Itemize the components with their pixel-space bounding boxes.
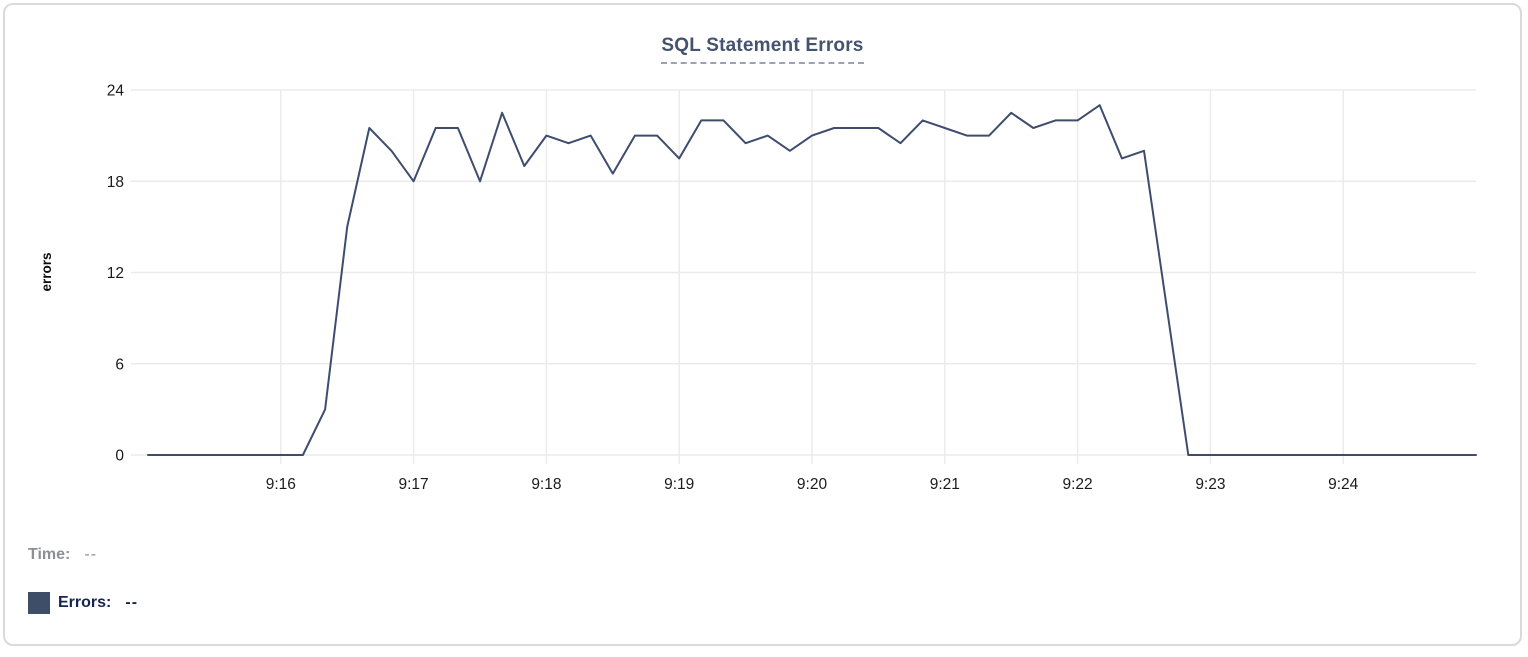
x-tick-label: 9:22 xyxy=(1063,476,1093,493)
errors-value: -- xyxy=(125,594,139,611)
y-axis-tick-labels: 0 6 12 18 24 xyxy=(107,83,125,465)
y-axis-title: errors xyxy=(39,252,54,291)
series-polyline xyxy=(147,104,1477,456)
x-tick-label: 9:23 xyxy=(1195,476,1225,493)
time-label: Time: xyxy=(28,546,71,563)
title-area: SQL Statement Errors xyxy=(5,35,1520,64)
x-tick-label: 9:19 xyxy=(664,476,694,493)
errors-series-line xyxy=(147,104,1477,456)
x-tick-label: 9:17 xyxy=(399,476,429,493)
chart-legend: Time: -- Errors: -- xyxy=(28,543,138,615)
y-tick-label: 6 xyxy=(115,356,124,373)
gridlines xyxy=(131,89,1476,464)
x-tick-label: 9:20 xyxy=(797,476,828,493)
x-axis-tick-labels: 9:16 9:17 9:18 9:19 9:20 9:21 9:22 9:23 9:24 xyxy=(266,476,1359,493)
chart-title[interactable]: SQL Statement Errors xyxy=(661,35,864,64)
x-tick-label: 9:21 xyxy=(930,476,960,493)
legend-time-row: Time: -- xyxy=(28,543,138,567)
x-tick-label: 9:16 xyxy=(266,476,296,493)
time-value: -- xyxy=(84,546,98,563)
y-tick-label: 12 xyxy=(107,265,124,282)
y-axis-label: errors xyxy=(39,252,54,291)
y-tick-label: 18 xyxy=(107,174,124,191)
x-tick-label: 9:18 xyxy=(531,476,561,493)
legend-errors-row: Errors: -- xyxy=(28,591,138,615)
line-chart: 0 6 12 18 24 9:16 9:17 9:18 9:19 9:20 9:21 9:22 9:2… xyxy=(39,83,1477,493)
errors-series-swatch xyxy=(28,592,50,614)
chart-card: 0 6 12 18 24 9:16 9:17 9:18 9:19 9:20 9:21 9:22 9:2… xyxy=(3,3,1522,646)
errors-label: Errors: xyxy=(58,594,112,611)
x-tick-label: 9:24 xyxy=(1328,476,1359,493)
y-tick-label: 24 xyxy=(107,83,125,100)
y-tick-label: 0 xyxy=(115,448,124,465)
